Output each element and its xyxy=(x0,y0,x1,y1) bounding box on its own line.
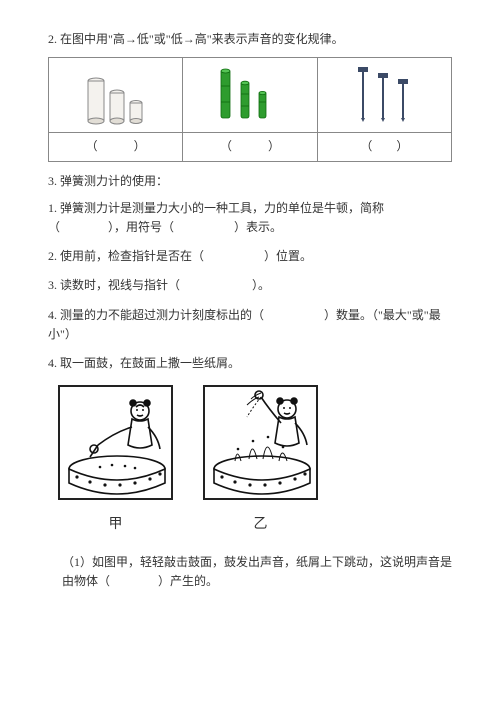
q3-s3: 3. 读数时，视线与指针（ ）。 xyxy=(48,276,452,295)
q2-answer-a: （ ） xyxy=(49,133,183,161)
q2-answer-b: （ ） xyxy=(183,133,317,161)
q2-table: （ ） （ ） （ ） xyxy=(48,57,452,161)
nails-icon xyxy=(339,111,429,125)
q3-s2: 2. 使用前，检查指针是否在（ ）位置。 xyxy=(48,247,452,266)
drum-label-jia: 甲 xyxy=(58,514,173,536)
q2-prompt: 2. 在图中用"高→低"或"低→高"来表示声音的变化规律。 xyxy=(48,30,452,49)
q2-cell-bamboo xyxy=(183,58,317,133)
bamboo-icon xyxy=(205,111,295,125)
drum-figure-yi-icon xyxy=(203,385,318,500)
q3-s4: 4. 测量的力不能超过测力计刻度标出的（ ）数量。（"最大"或"最小"） xyxy=(48,306,452,344)
q2-answer-c: （ ） xyxy=(317,133,451,161)
q4-title: 4. 取一面鼓，在鼓面上撒一些纸屑。 xyxy=(48,354,452,373)
q3-title: 3. 弹簧测力计的使用： xyxy=(48,172,452,191)
q2-cell-cylinders xyxy=(49,58,183,133)
q2-cell-nails xyxy=(317,58,451,133)
drum-figures: 甲 xyxy=(48,385,452,537)
q3-s1: 1. 弹簧测力计是测量力大小的一种工具，力的单位是牛顿，简称（ ），用符号（ ）… xyxy=(48,199,452,237)
drum-label-yi: 乙 xyxy=(203,514,318,536)
cylinders-icon xyxy=(53,65,178,125)
q4-sub1: （1）如图甲，轻轻敲击鼓面，鼓发出声音，纸屑上下跳动，这说明声音是由物体（ ）产… xyxy=(48,553,452,591)
drum-figure-jia-icon xyxy=(58,385,173,500)
